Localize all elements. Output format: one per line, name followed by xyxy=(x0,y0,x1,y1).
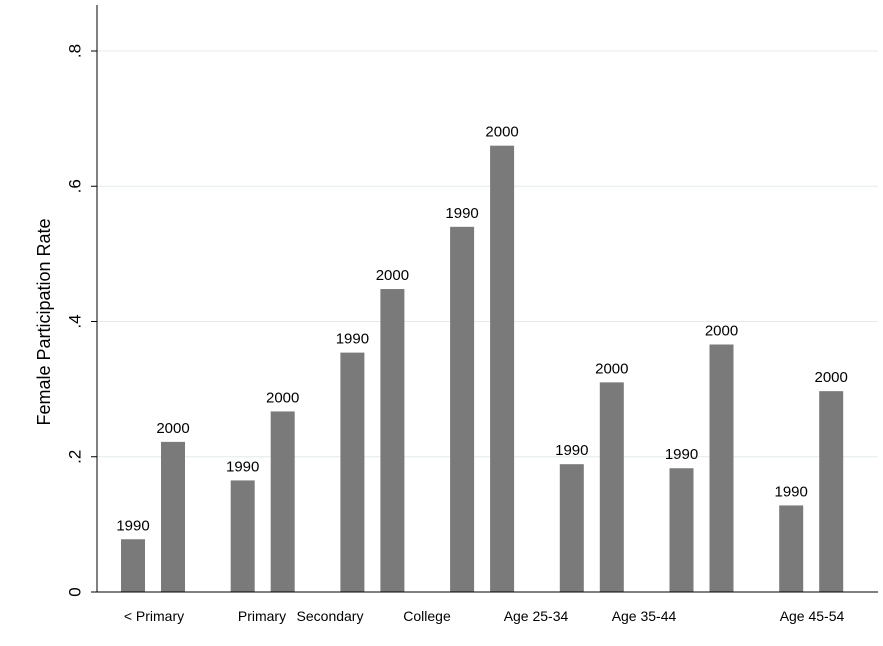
bar xyxy=(669,468,694,592)
y-axis-title: Female Participation Rate xyxy=(34,218,54,425)
x-category-label: < Primary xyxy=(124,608,184,624)
bar xyxy=(599,382,624,592)
bar xyxy=(819,391,844,592)
y-tick-label: .2 xyxy=(66,450,85,464)
bar-label: 2000 xyxy=(266,389,299,406)
bar-label: 2000 xyxy=(815,369,848,386)
bar xyxy=(709,344,734,592)
x-category-label: Age 45-54 xyxy=(780,608,845,624)
bar xyxy=(779,505,804,592)
bar xyxy=(230,480,255,592)
bar xyxy=(340,352,365,592)
bar-label: 2000 xyxy=(595,360,628,377)
bar xyxy=(161,441,185,592)
bar-label: 1990 xyxy=(226,458,259,475)
y-tick-label: .8 xyxy=(66,44,85,58)
bar-label: 2000 xyxy=(485,124,518,141)
bar-label: 2000 xyxy=(156,420,189,437)
y-axis-ticks: 0 .2 .4 .6 .8 xyxy=(66,44,97,597)
x-category-label: Age 35-44 xyxy=(612,608,677,624)
bar-label: 2000 xyxy=(705,322,738,339)
bar-label: 1990 xyxy=(116,517,149,534)
y-tick-label: .4 xyxy=(66,314,85,328)
y-tick-label: .6 xyxy=(66,179,85,193)
bar-label: 1990 xyxy=(336,331,369,348)
bar xyxy=(121,539,145,592)
bar xyxy=(559,464,584,592)
x-category-label: Secondary xyxy=(297,608,364,624)
gridlines xyxy=(97,50,878,458)
bar-label: 1990 xyxy=(555,442,588,459)
bar xyxy=(380,289,405,592)
x-category-label: College xyxy=(403,608,451,624)
bar-label: 1990 xyxy=(445,205,478,222)
bar-label: 1990 xyxy=(665,446,698,463)
bar-labels: 1990 2000 1990 2000 1990 2000 1990 2000 1990 2000… xyxy=(116,124,848,535)
bar xyxy=(270,411,295,592)
y-tick-label: 0 xyxy=(66,587,85,596)
bars xyxy=(121,145,844,593)
x-category-label: Primary xyxy=(238,608,286,624)
bar xyxy=(450,226,475,592)
bar-label: 2000 xyxy=(376,267,409,284)
x-axis-categories: < Primary Primary Secondary College Age 25-3… xyxy=(124,608,845,624)
x-category-label: Age 25-34 xyxy=(504,608,569,624)
bar xyxy=(490,145,515,593)
bar-label: 1990 xyxy=(775,483,808,500)
